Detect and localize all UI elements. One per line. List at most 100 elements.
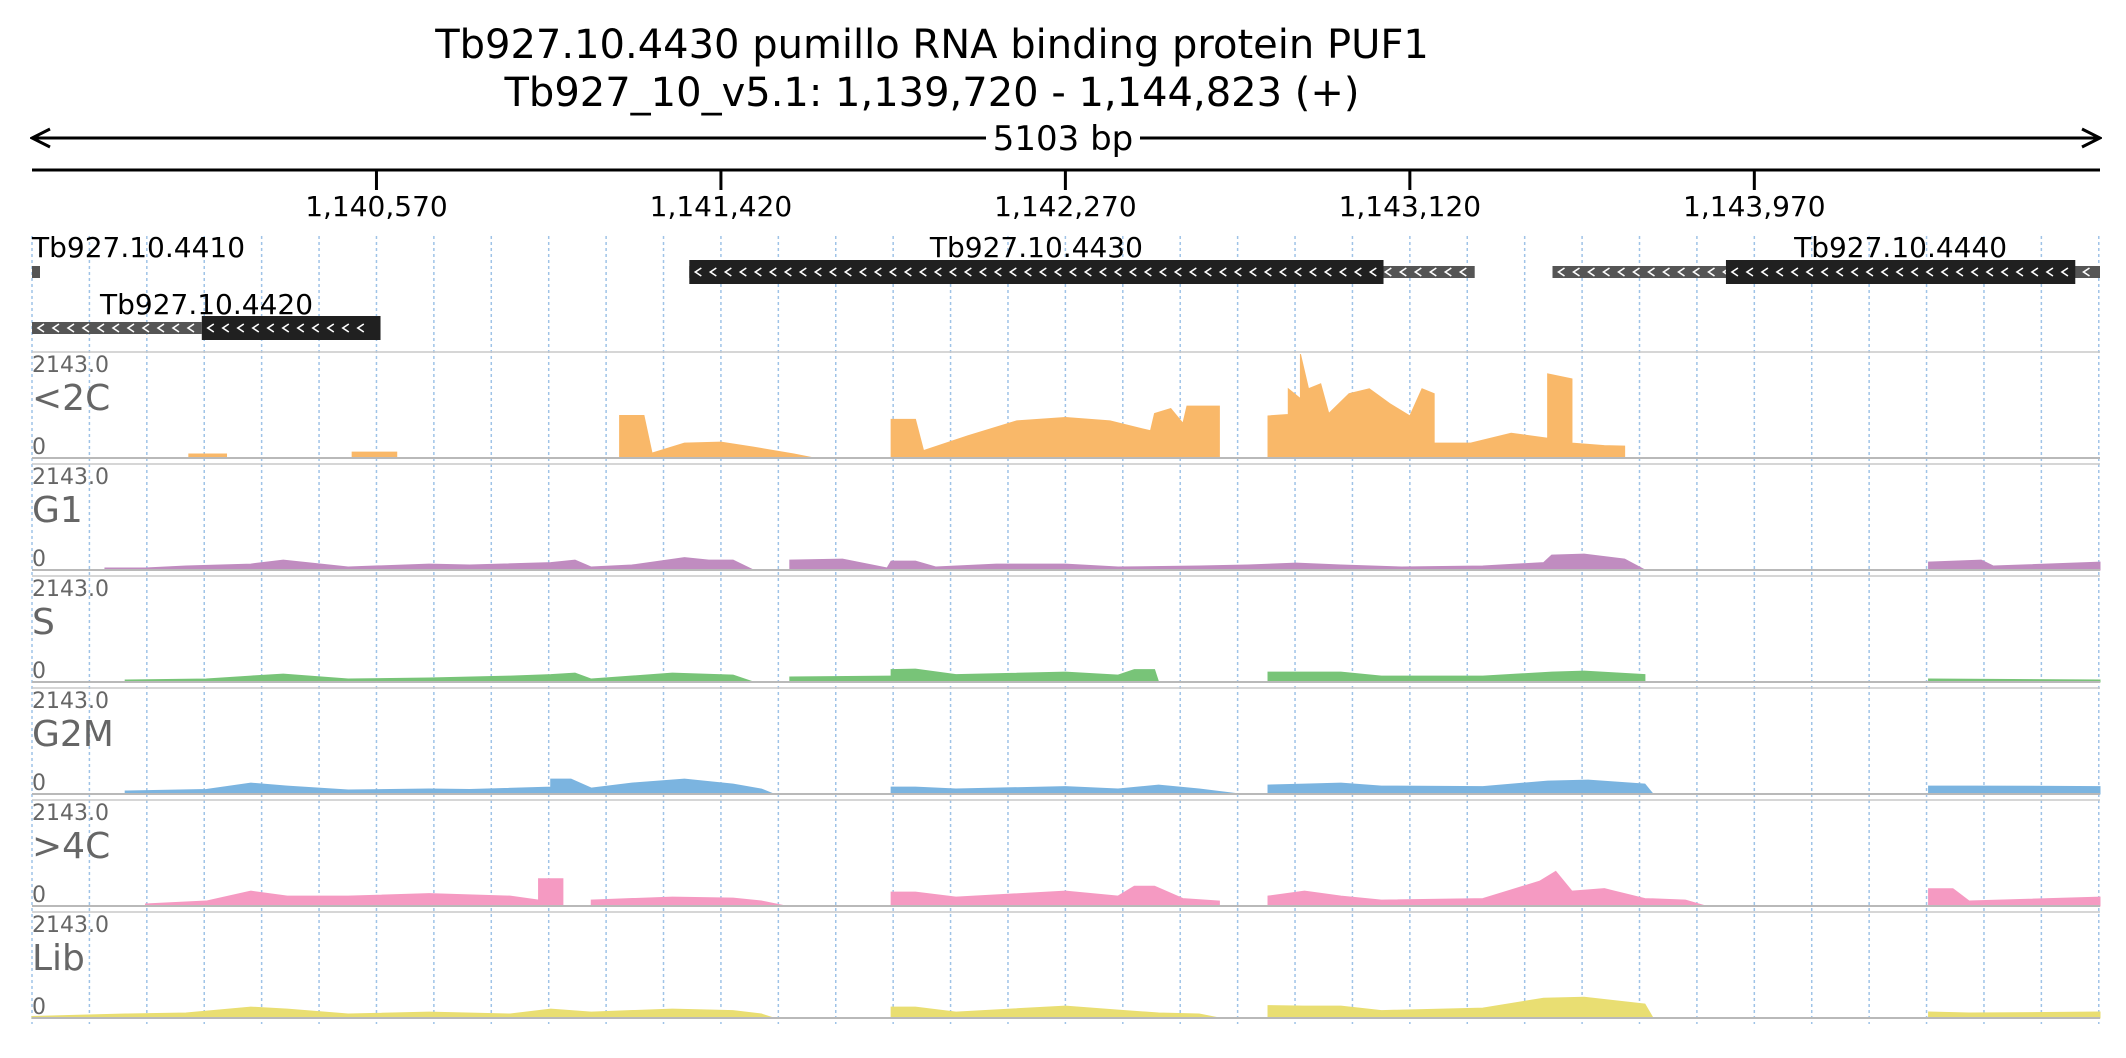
strand-arrow: [1760, 267, 1769, 277]
track-label: <2C: [32, 378, 110, 419]
strand-arrow: [963, 267, 972, 277]
strand-arrow: [141, 323, 150, 333]
gene-feature[interactable]: Tb927.10.4410: [31, 231, 245, 278]
strand-arrow: [1587, 267, 1595, 277]
gene-feature[interactable]: Tb927.10.4430: [689, 231, 1475, 284]
strand-arrow: [1413, 267, 1422, 277]
strand-arrow: [1173, 267, 1182, 277]
strand-arrow: [2045, 267, 2054, 277]
strand-arrow: [1617, 267, 1625, 277]
strand-arrow: [828, 267, 837, 277]
strand-arrow: [708, 267, 717, 277]
strand-arrow: [1602, 267, 1610, 277]
strand-arrow: [1068, 267, 1077, 277]
genomic-location: Tb927_10_v5.1: 1,139,720 - 1,144,823 (+): [504, 70, 1360, 116]
strand-arrow: [36, 323, 45, 333]
strand-arrow: [738, 267, 747, 277]
track-min-label: 0: [32, 883, 46, 908]
gene-feature[interactable]: Tb927.10.4440: [1552, 231, 2100, 284]
strand-arrow: [2082, 267, 2090, 277]
strand-arrow: [1955, 267, 1964, 277]
strand-arrow: [1278, 267, 1287, 277]
strand-arrow: [1203, 267, 1212, 277]
coverage-area: [124, 668, 2101, 683]
strand-arrow: [1775, 267, 1784, 277]
coverage-area: [188, 354, 1626, 459]
strand-arrow: [753, 267, 762, 277]
strand-arrow: [1398, 267, 1407, 277]
strand-arrow: [1353, 267, 1362, 277]
strand-arrow: [2000, 267, 2009, 277]
ruler: 1,140,570 1,141,420 1,142,270 1,143,120 1,14…: [305, 170, 1826, 223]
span-length-label: 5103 bp: [993, 119, 1134, 159]
coverage-track: 2143.0>4C 0: [32, 799, 2101, 908]
strand-arrow: [1143, 267, 1152, 277]
track-label: G2M: [32, 714, 114, 755]
strand-arrow: [1880, 267, 1889, 277]
ruler-tick-label: 1,143,120: [1339, 190, 1482, 223]
track-min-label: 0: [32, 435, 46, 460]
strand-arrow: [1053, 267, 1062, 277]
track-label: >4C: [32, 826, 110, 867]
strand-arrow: [1338, 267, 1347, 277]
track-max-label: 2143.0: [32, 913, 109, 938]
strand-arrow: [1098, 267, 1107, 277]
strand-arrow: [1970, 267, 1979, 277]
strand-arrow: [783, 267, 792, 277]
strand-arrow: [66, 323, 75, 333]
track-min-label: 0: [32, 771, 46, 796]
strand-arrow: [1293, 267, 1302, 277]
track-min-label: 0: [32, 659, 46, 684]
strand-arrow: [1428, 267, 1437, 277]
strand-arrow: [156, 323, 165, 333]
track-max-label: 2143.0: [32, 465, 109, 490]
strand-arrow: [1443, 267, 1452, 277]
strand-arrow: [1895, 267, 1904, 277]
strand-arrow: [903, 267, 912, 277]
coverage-area: [31, 996, 2101, 1019]
strand-arrow: [1820, 267, 1829, 277]
strand-arrow: [126, 323, 135, 333]
strand-arrow: [221, 323, 230, 333]
gene-feature[interactable]: Tb927.10.4420: [32, 288, 381, 340]
strand-arrow: [296, 323, 305, 333]
track-label: S: [32, 602, 55, 643]
gene-track: Tb927.10.4410 Tb927.10.4420 Tb927.10.4430 T…: [31, 231, 2100, 340]
strand-arrow: [1677, 267, 1685, 277]
gene-cds: [689, 260, 1384, 284]
strand-arrow: [206, 323, 215, 333]
strand-arrow: [1925, 267, 1934, 277]
strand-arrow: [2060, 267, 2069, 277]
strand-arrow: [1692, 267, 1700, 277]
strand-arrow: [341, 323, 350, 333]
strand-arrow: [1323, 267, 1332, 277]
strand-arrow: [1038, 267, 1047, 277]
gene-cds: [201, 316, 381, 340]
strand-arrow: [813, 267, 822, 277]
strand-arrow: [326, 323, 335, 333]
strand-arrow: [978, 267, 987, 277]
strand-arrow: [1233, 267, 1242, 277]
strand-arrow: [1218, 267, 1227, 277]
gene-label: Tb927.10.4410: [31, 231, 245, 264]
strand-arrow: [693, 267, 702, 277]
track-min-label: 0: [32, 547, 46, 572]
strand-arrow: [356, 323, 365, 333]
track-max-label: 2143.0: [32, 801, 109, 826]
strand-arrow: [1458, 267, 1467, 277]
strand-arrow: [888, 267, 897, 277]
strand-arrow: [1263, 267, 1272, 277]
strand-arrow: [171, 323, 180, 333]
strand-arrow: [993, 267, 1002, 277]
strand-arrow: [1790, 267, 1799, 277]
strand-arrow: [1730, 267, 1739, 277]
track-max-label: 2143.0: [32, 353, 109, 378]
coverage-area: [104, 553, 2101, 571]
strand-arrow: [768, 267, 777, 277]
strand-arrow: [1083, 267, 1092, 277]
strand-arrow: [873, 267, 882, 277]
coverage-tracks: 2143.0<2C02143.0G102143.0S02143.0G2M0214…: [31, 351, 2101, 1020]
gene-label: Tb927.10.4440: [1793, 231, 2007, 264]
strand-arrow: [1985, 267, 1994, 277]
